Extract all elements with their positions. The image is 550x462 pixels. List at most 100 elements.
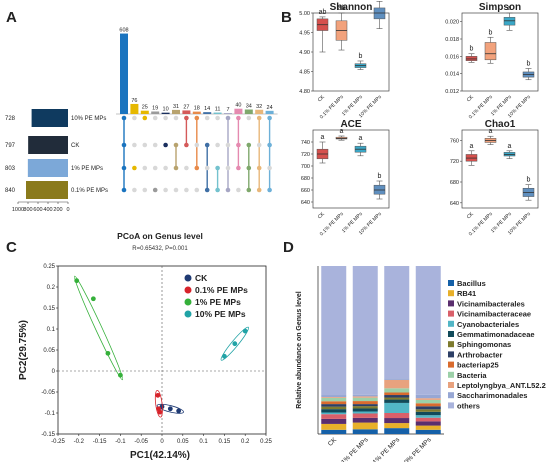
stack-legend-label: Vicinamibacteraceae: [457, 310, 531, 319]
box-y-tick-label: 640: [450, 201, 459, 207]
box-y-tick-label: 700: [301, 164, 310, 170]
membership-dot-empty: [152, 142, 158, 148]
stack-legend-swatch: [448, 310, 454, 317]
intersection-bar: [182, 110, 191, 114]
membership-dot-empty: [194, 142, 200, 148]
panel-a-upset: 608 76 25 19 10 31 27 18 14 11 7 40 34 32 24 728 10% PE …: [5, 28, 278, 213]
pcoa-legend-marker: [184, 286, 192, 294]
stack-segment: [352, 417, 378, 423]
set-size-tick-label: 1000: [12, 207, 24, 213]
pcoa-x-tick-label: -0.25: [51, 439, 65, 445]
stack-segment: [352, 408, 378, 412]
membership-dot-empty: [204, 115, 210, 121]
pcoa-x-tick-label: 0: [160, 439, 164, 445]
intersection-bar: [255, 109, 264, 114]
intersection-bar: [203, 112, 212, 114]
pcoa-y-axis-label: PC2(29.75%): [18, 320, 29, 380]
stack-legend-swatch: [448, 392, 454, 399]
set-size-value: 728: [5, 116, 16, 122]
membership-dot-filled: [152, 187, 158, 193]
box-subplot-title: Shannon: [330, 2, 373, 13]
box-y-tick-label: 5.00: [299, 11, 310, 17]
stack-segment: [321, 414, 347, 419]
membership-dot-filled: [236, 115, 241, 121]
stack-segment: [415, 406, 441, 410]
membership-dot-filled: [204, 187, 210, 193]
box-subplot: Simpson0.0120.0140.0160.0180.020bCKb0.1%…: [445, 2, 539, 120]
intersection-bar: [140, 110, 149, 114]
membership-dot-empty: [163, 115, 168, 121]
stack-segment: [352, 406, 378, 409]
intersection-value: 11: [215, 107, 221, 113]
stack-segment: [384, 402, 410, 413]
box-category-label: CK: [317, 94, 327, 104]
box-body: [484, 42, 497, 61]
stack-segment: [415, 409, 441, 412]
stack-legend-swatch: [448, 382, 454, 388]
pcoa-y-tick-label: 0: [52, 369, 56, 375]
membership-dot-empty: [142, 187, 148, 193]
pcoa-legend-label: 0.1% PE MPs: [195, 285, 248, 295]
box-subplot-title: ACE: [340, 119, 361, 130]
box-y-tick-label: 720: [301, 152, 310, 158]
stack-legend-label: Saccharimonadales: [457, 391, 527, 400]
membership-dot-filled: [267, 115, 272, 121]
stack-legend-swatch: [448, 280, 454, 286]
box-category-label: CK: [466, 211, 476, 221]
membership-dot-empty: [163, 165, 168, 171]
pcoa-legend-marker: [184, 310, 192, 318]
intersection-bar: [234, 108, 243, 114]
box-significance-letter: b: [359, 53, 363, 60]
stack-segment: [415, 399, 441, 404]
stack-segment: [415, 425, 441, 430]
membership-dot-empty: [204, 165, 210, 171]
stack-segment: [384, 388, 410, 393]
set-size-bar: [27, 159, 69, 177]
membership-dot-empty: [267, 165, 272, 171]
stack-legend-label: Leptolyngbya_ANT.L52.2: [457, 381, 546, 390]
box-y-tick-label: 740: [301, 140, 310, 146]
stack-segment: [321, 404, 347, 407]
stack-category-label: 0.1% PE MPs: [336, 436, 370, 462]
membership-dot-filled: [163, 142, 168, 148]
pcoa-x-axis-label: PC1(42.14%): [130, 450, 190, 461]
intersection-value: 34: [246, 104, 252, 110]
membership-dot-empty: [194, 187, 200, 193]
panel-letter-d: D: [283, 239, 294, 256]
stack-category-label: CK: [327, 436, 339, 448]
set-size-tick-label: 400: [43, 207, 52, 213]
membership-dot-filled: [236, 142, 241, 148]
stack-legend-label: RB41: [457, 289, 476, 298]
membership-dot-filled: [256, 115, 262, 121]
membership-dot-filled: [256, 165, 262, 171]
stack-category-label: 1% PE MPs: [372, 436, 402, 462]
membership-dot-empty: [225, 142, 231, 148]
membership-dot-filled: [267, 187, 272, 193]
membership-dot-filled: [215, 187, 220, 193]
pcoa-point: [242, 328, 248, 334]
pcoa-y-tick-label: 0.05: [43, 348, 55, 354]
membership-dot-filled: [121, 165, 127, 171]
membership-dot-empty: [215, 115, 220, 121]
intersection-value: 76: [131, 98, 137, 104]
pcoa-x-tick-label: 0.2: [241, 439, 250, 445]
intersection-value: 24: [267, 105, 273, 111]
box-y-tick-label: 4.85: [299, 70, 310, 76]
box-y-tick-label: 680: [301, 176, 310, 182]
intersection-value: 18: [194, 106, 200, 112]
set-size-value: 840: [5, 188, 16, 194]
pcoa-x-tick-label: 0.15: [219, 439, 231, 445]
stack-segment: [321, 418, 347, 424]
membership-dot-empty: [184, 165, 189, 171]
set-name-label: 10% PE MPs: [71, 116, 106, 122]
membership-dot-filled: [121, 115, 127, 121]
membership-dot-filled: [184, 115, 189, 121]
box-subplot-title: Chao1: [485, 119, 516, 130]
stack-segment: [321, 401, 347, 405]
stack-segment: [384, 266, 410, 379]
membership-dot-filled: [204, 142, 210, 148]
stack-segment: [415, 417, 441, 422]
pcoa-group-ellipse: [156, 403, 184, 414]
box-y-tick-label: 680: [450, 180, 459, 186]
